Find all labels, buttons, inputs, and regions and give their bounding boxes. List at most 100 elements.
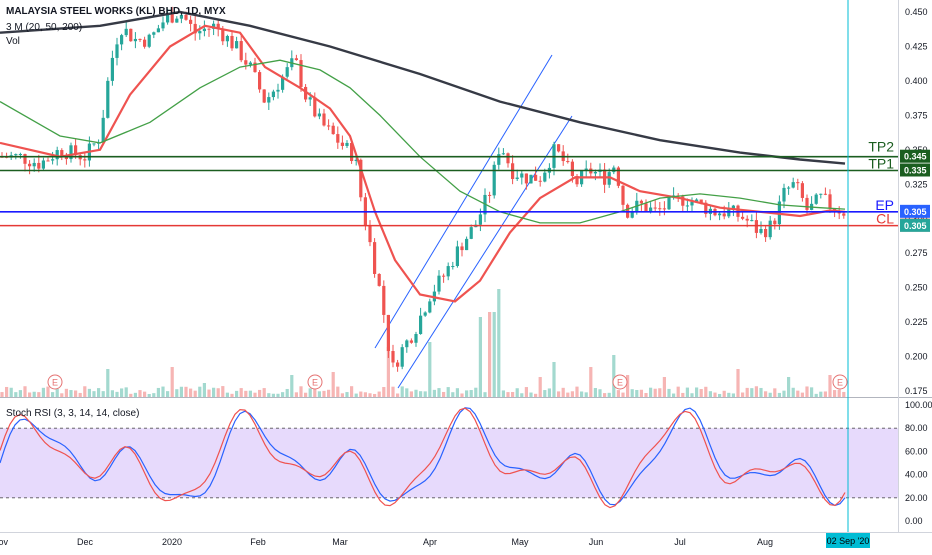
candle-body — [764, 229, 768, 238]
volume-bar — [368, 393, 372, 397]
volume-bar — [736, 369, 740, 397]
candle-body — [575, 176, 579, 185]
candle-body — [28, 163, 32, 167]
candle-body — [294, 58, 298, 61]
volume-bar — [672, 393, 676, 397]
level-label-ep: EP — [875, 197, 894, 213]
volume-bar — [179, 386, 183, 397]
candle-body — [156, 28, 160, 33]
volume-bar — [708, 391, 712, 397]
earnings-marker: E — [47, 374, 63, 390]
volume-bar — [837, 389, 841, 397]
candle-body — [189, 19, 193, 24]
price-tick-label: 0.225 — [905, 317, 928, 327]
time-tick-label: Apr — [423, 537, 437, 547]
candle-body — [179, 14, 183, 19]
cursor-date-tag — [826, 533, 870, 548]
last-price-text: 0.305 — [904, 221, 927, 231]
time-tick-label: Dec — [77, 537, 94, 547]
volume-bar — [244, 390, 248, 397]
candle-body — [230, 35, 234, 49]
volume-bar — [166, 391, 170, 397]
volume-bar — [78, 392, 82, 397]
candle-body — [308, 97, 312, 100]
volume-bar — [340, 393, 344, 397]
earnings-circle — [47, 374, 63, 390]
volume-bar — [327, 389, 331, 397]
volume-bar — [331, 372, 335, 397]
volume-bar — [175, 389, 179, 397]
level-label-cl: CL — [876, 211, 894, 227]
candle-body — [248, 62, 252, 65]
volume-bar — [156, 387, 160, 397]
volume-bar — [317, 391, 321, 397]
stoch-rsi-title[interactable]: Stoch RSI (3, 3, 14, 14, close) — [6, 408, 140, 419]
volume-bar — [124, 387, 128, 397]
volume-bar — [373, 393, 377, 397]
candle-body — [212, 23, 216, 29]
volume-bar — [14, 392, 18, 397]
volume-bar — [759, 387, 763, 397]
volume-bar — [603, 393, 607, 397]
candle-body — [299, 60, 303, 87]
candle-body — [129, 28, 133, 42]
volume-bar — [501, 390, 505, 397]
volume-bar — [722, 390, 726, 397]
candle-body — [616, 167, 620, 186]
volume-bar — [616, 390, 620, 397]
candle-body — [23, 154, 27, 164]
volume-indicator-label[interactable]: Vol — [6, 36, 20, 47]
candle-body — [653, 207, 657, 209]
candle-body — [520, 173, 524, 178]
candle-body — [396, 362, 400, 367]
candle-body — [60, 150, 64, 157]
earnings-label: E — [837, 378, 843, 388]
volume-bar — [350, 386, 354, 397]
volume-bar — [497, 289, 501, 397]
ma-indicator-label[interactable]: 3 M (20, 50, 200) — [6, 22, 83, 33]
candle-body — [253, 62, 257, 73]
volume-bar — [741, 392, 745, 397]
last-price-tag — [900, 218, 930, 232]
volume-bar — [74, 390, 78, 397]
volume-bar — [561, 387, 565, 397]
candle-body — [649, 207, 653, 212]
candle-body — [386, 314, 390, 352]
candle-body — [750, 220, 754, 222]
volume-bar — [377, 391, 381, 397]
candle-body — [787, 187, 791, 189]
candle-body — [368, 225, 372, 243]
candle-body — [133, 38, 137, 42]
candle-body — [791, 182, 795, 188]
volume-bar — [828, 375, 832, 397]
volume-bar — [658, 388, 662, 397]
volume-bar — [299, 386, 303, 397]
volume-bar — [262, 388, 266, 397]
volume-bar — [796, 390, 800, 397]
candle-body — [166, 14, 170, 23]
volume-bar — [28, 392, 32, 397]
candle-body — [14, 154, 18, 156]
candle-body — [340, 142, 344, 146]
volume-bar — [115, 391, 119, 397]
volume-bar — [428, 342, 432, 397]
candle-body — [695, 199, 699, 202]
volume-bar — [520, 393, 524, 397]
volume-bar — [699, 389, 703, 397]
volume-bar — [207, 389, 211, 397]
candle-body — [699, 199, 703, 203]
candle-body — [327, 125, 331, 127]
candle-body — [41, 160, 45, 169]
candle-body — [244, 60, 248, 65]
volume-bar — [400, 386, 404, 397]
candle-body — [534, 174, 538, 181]
price-tick-label: 0.375 — [905, 110, 928, 120]
volume-bar — [110, 390, 114, 397]
candle-body — [805, 197, 809, 210]
earnings-circle — [832, 374, 848, 390]
earnings-marker: E — [832, 374, 848, 390]
time-tick-label: Nov — [0, 537, 8, 547]
price-tag-text: 0.335 — [904, 165, 927, 175]
candle-body — [69, 145, 73, 160]
